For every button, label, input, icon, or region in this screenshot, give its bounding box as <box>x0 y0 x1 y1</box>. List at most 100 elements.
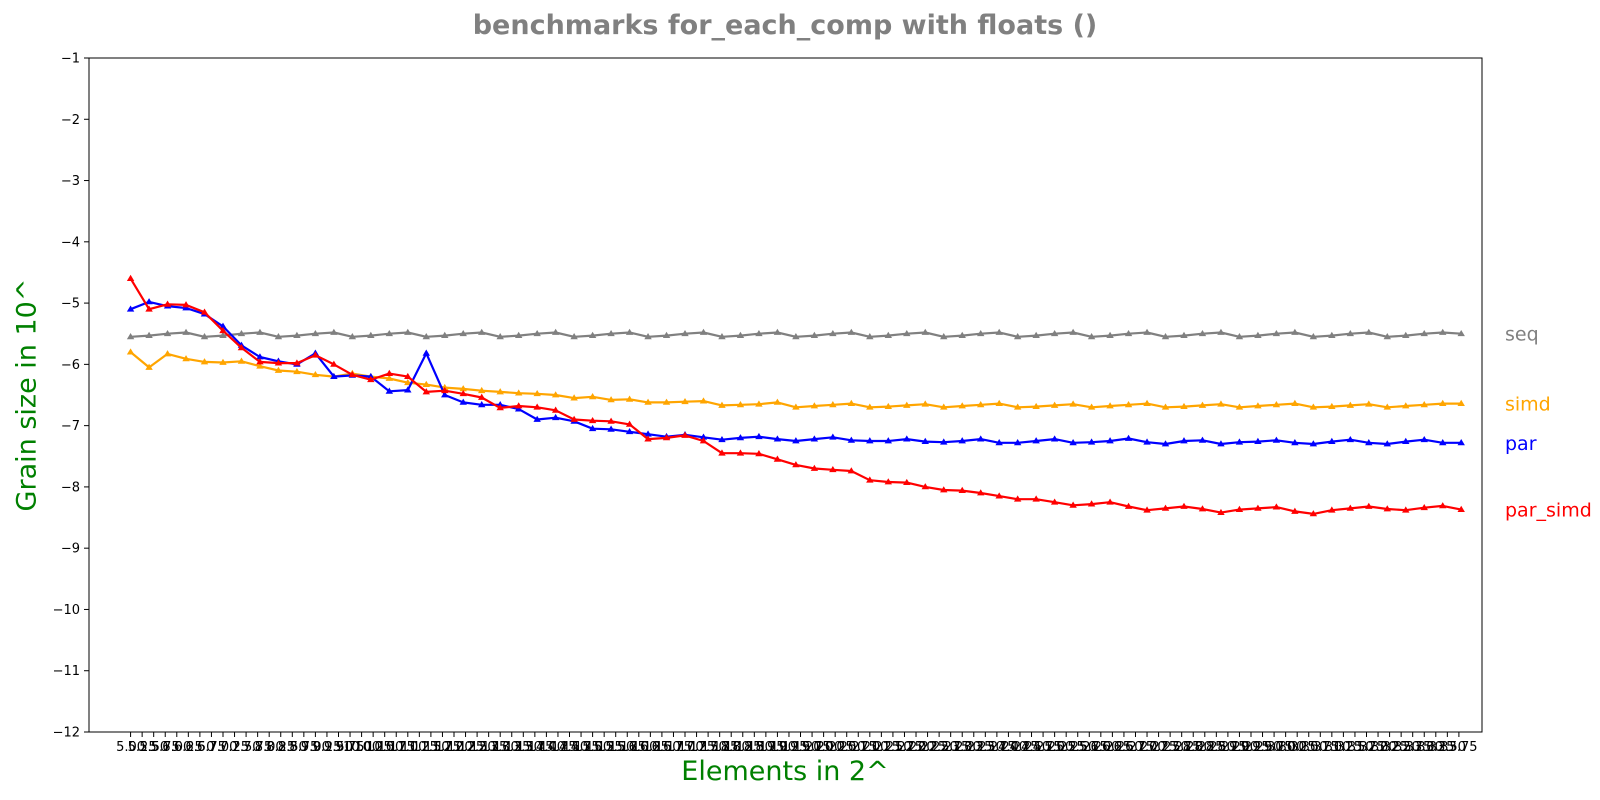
data-point <box>1254 402 1262 409</box>
data-point <box>126 274 135 281</box>
data-point <box>1032 495 1040 502</box>
x-tick-label: 7.50 <box>232 740 261 755</box>
data-point <box>1069 400 1077 407</box>
x-tick-label: 13.50 <box>505 740 542 755</box>
x-tick-label: 19.00 <box>759 740 796 755</box>
data-point <box>1272 503 1281 510</box>
x-tick-label: 6.50 <box>185 740 214 755</box>
data-point <box>145 298 153 305</box>
data-point <box>625 420 634 427</box>
data-point <box>422 349 430 356</box>
data-point <box>385 374 394 381</box>
data-point <box>145 331 153 338</box>
x-axis-label: Elements in 2^ <box>681 756 889 787</box>
data-point <box>755 450 763 457</box>
x-tick-label: 9.00 <box>301 740 330 755</box>
data-point <box>441 331 449 338</box>
data-point <box>1309 333 1318 340</box>
data-point <box>792 333 800 340</box>
x-tick-label: 25.00 <box>1036 740 1073 755</box>
x-tick-label: 8.25 <box>266 740 295 755</box>
data-point <box>588 424 597 432</box>
data-point <box>792 437 800 444</box>
data-point <box>1180 437 1188 444</box>
data-point <box>625 395 634 402</box>
data-point <box>1254 504 1262 511</box>
x-tick-label: 27.25 <box>1140 740 1177 755</box>
data-point <box>1457 439 1465 446</box>
chart-title: benchmarks for_each_comp with floats () <box>472 10 1098 41</box>
data-point <box>496 404 504 411</box>
data-point <box>367 331 375 338</box>
data-point <box>773 328 782 335</box>
data-point <box>219 358 227 365</box>
data-point <box>182 355 190 362</box>
data-point <box>1328 402 1336 410</box>
x-tick-label: 23.50 <box>967 740 1004 755</box>
data-point <box>514 389 523 396</box>
x-tick-label: 24.75 <box>1024 740 1061 755</box>
data-point <box>514 402 523 409</box>
data-point <box>200 308 209 315</box>
data-point <box>736 401 745 408</box>
x-tick-label: 32.25 <box>1371 740 1408 755</box>
data-point <box>1235 505 1244 512</box>
y-axis-ticks: −1 −2 −3 −4 −5 −6 −7 −8 −9 −10 −11 −12 <box>53 52 89 741</box>
x-tick-label: 23.75 <box>978 740 1015 755</box>
data-point <box>330 372 338 380</box>
series-line <box>129 351 1462 409</box>
data-point <box>884 331 893 338</box>
x-tick-label: 11.00 <box>389 740 426 755</box>
data-point <box>237 329 246 337</box>
x-tick-label: 30.75 <box>1302 740 1339 755</box>
data-point <box>847 436 856 443</box>
data-point <box>256 328 264 335</box>
x-tick-label: 21.50 <box>874 740 911 755</box>
data-point <box>1217 508 1225 516</box>
data-point <box>958 402 966 409</box>
legend-label: simd <box>1505 394 1551 416</box>
data-point <box>958 486 966 493</box>
data-point <box>625 427 634 435</box>
x-tick-label: 28.75 <box>1209 740 1246 755</box>
data-point <box>533 329 541 337</box>
data-point <box>810 435 819 442</box>
x-tick-label: 6.25 <box>174 740 203 755</box>
data-point <box>940 438 948 445</box>
x-tick-label: 33.25 <box>1417 740 1454 755</box>
y-tick-label: −9 <box>61 542 80 557</box>
x-tick-label: 23.00 <box>944 740 981 755</box>
data-point <box>940 486 948 493</box>
data-point <box>551 391 560 398</box>
data-point <box>995 439 1003 446</box>
data-point <box>644 333 652 340</box>
x-tick-label: 7.75 <box>243 740 272 755</box>
data-point <box>1032 331 1040 338</box>
x-tick-label: 27.75 <box>1163 740 1200 755</box>
x-tick-label: 33.50 <box>1429 740 1466 755</box>
x-tick-label: 30.00 <box>1267 740 1304 755</box>
data-point <box>681 431 689 438</box>
x-tick-label: 32.50 <box>1383 740 1420 755</box>
data-point <box>755 400 763 407</box>
data-point <box>662 331 671 338</box>
data-point <box>736 434 745 441</box>
data-point <box>1457 399 1465 406</box>
data-point <box>459 398 467 405</box>
data-point <box>1032 402 1040 410</box>
data-point <box>182 328 190 335</box>
data-point <box>496 333 504 340</box>
x-tick-label: 18.00 <box>713 740 750 755</box>
data-point <box>1383 505 1391 512</box>
data-point <box>1013 495 1022 502</box>
data-point <box>1291 439 1299 446</box>
x-tick-label: 11.25 <box>401 740 438 755</box>
data-point <box>1050 435 1059 442</box>
data-point <box>1032 437 1040 444</box>
y-tick-label: −10 <box>53 603 80 618</box>
data-point <box>256 358 264 365</box>
data-point <box>1291 399 1299 406</box>
x-tick-label: 31.25 <box>1325 740 1362 755</box>
data-point <box>1420 401 1428 408</box>
y-tick-label: −5 <box>61 297 80 312</box>
